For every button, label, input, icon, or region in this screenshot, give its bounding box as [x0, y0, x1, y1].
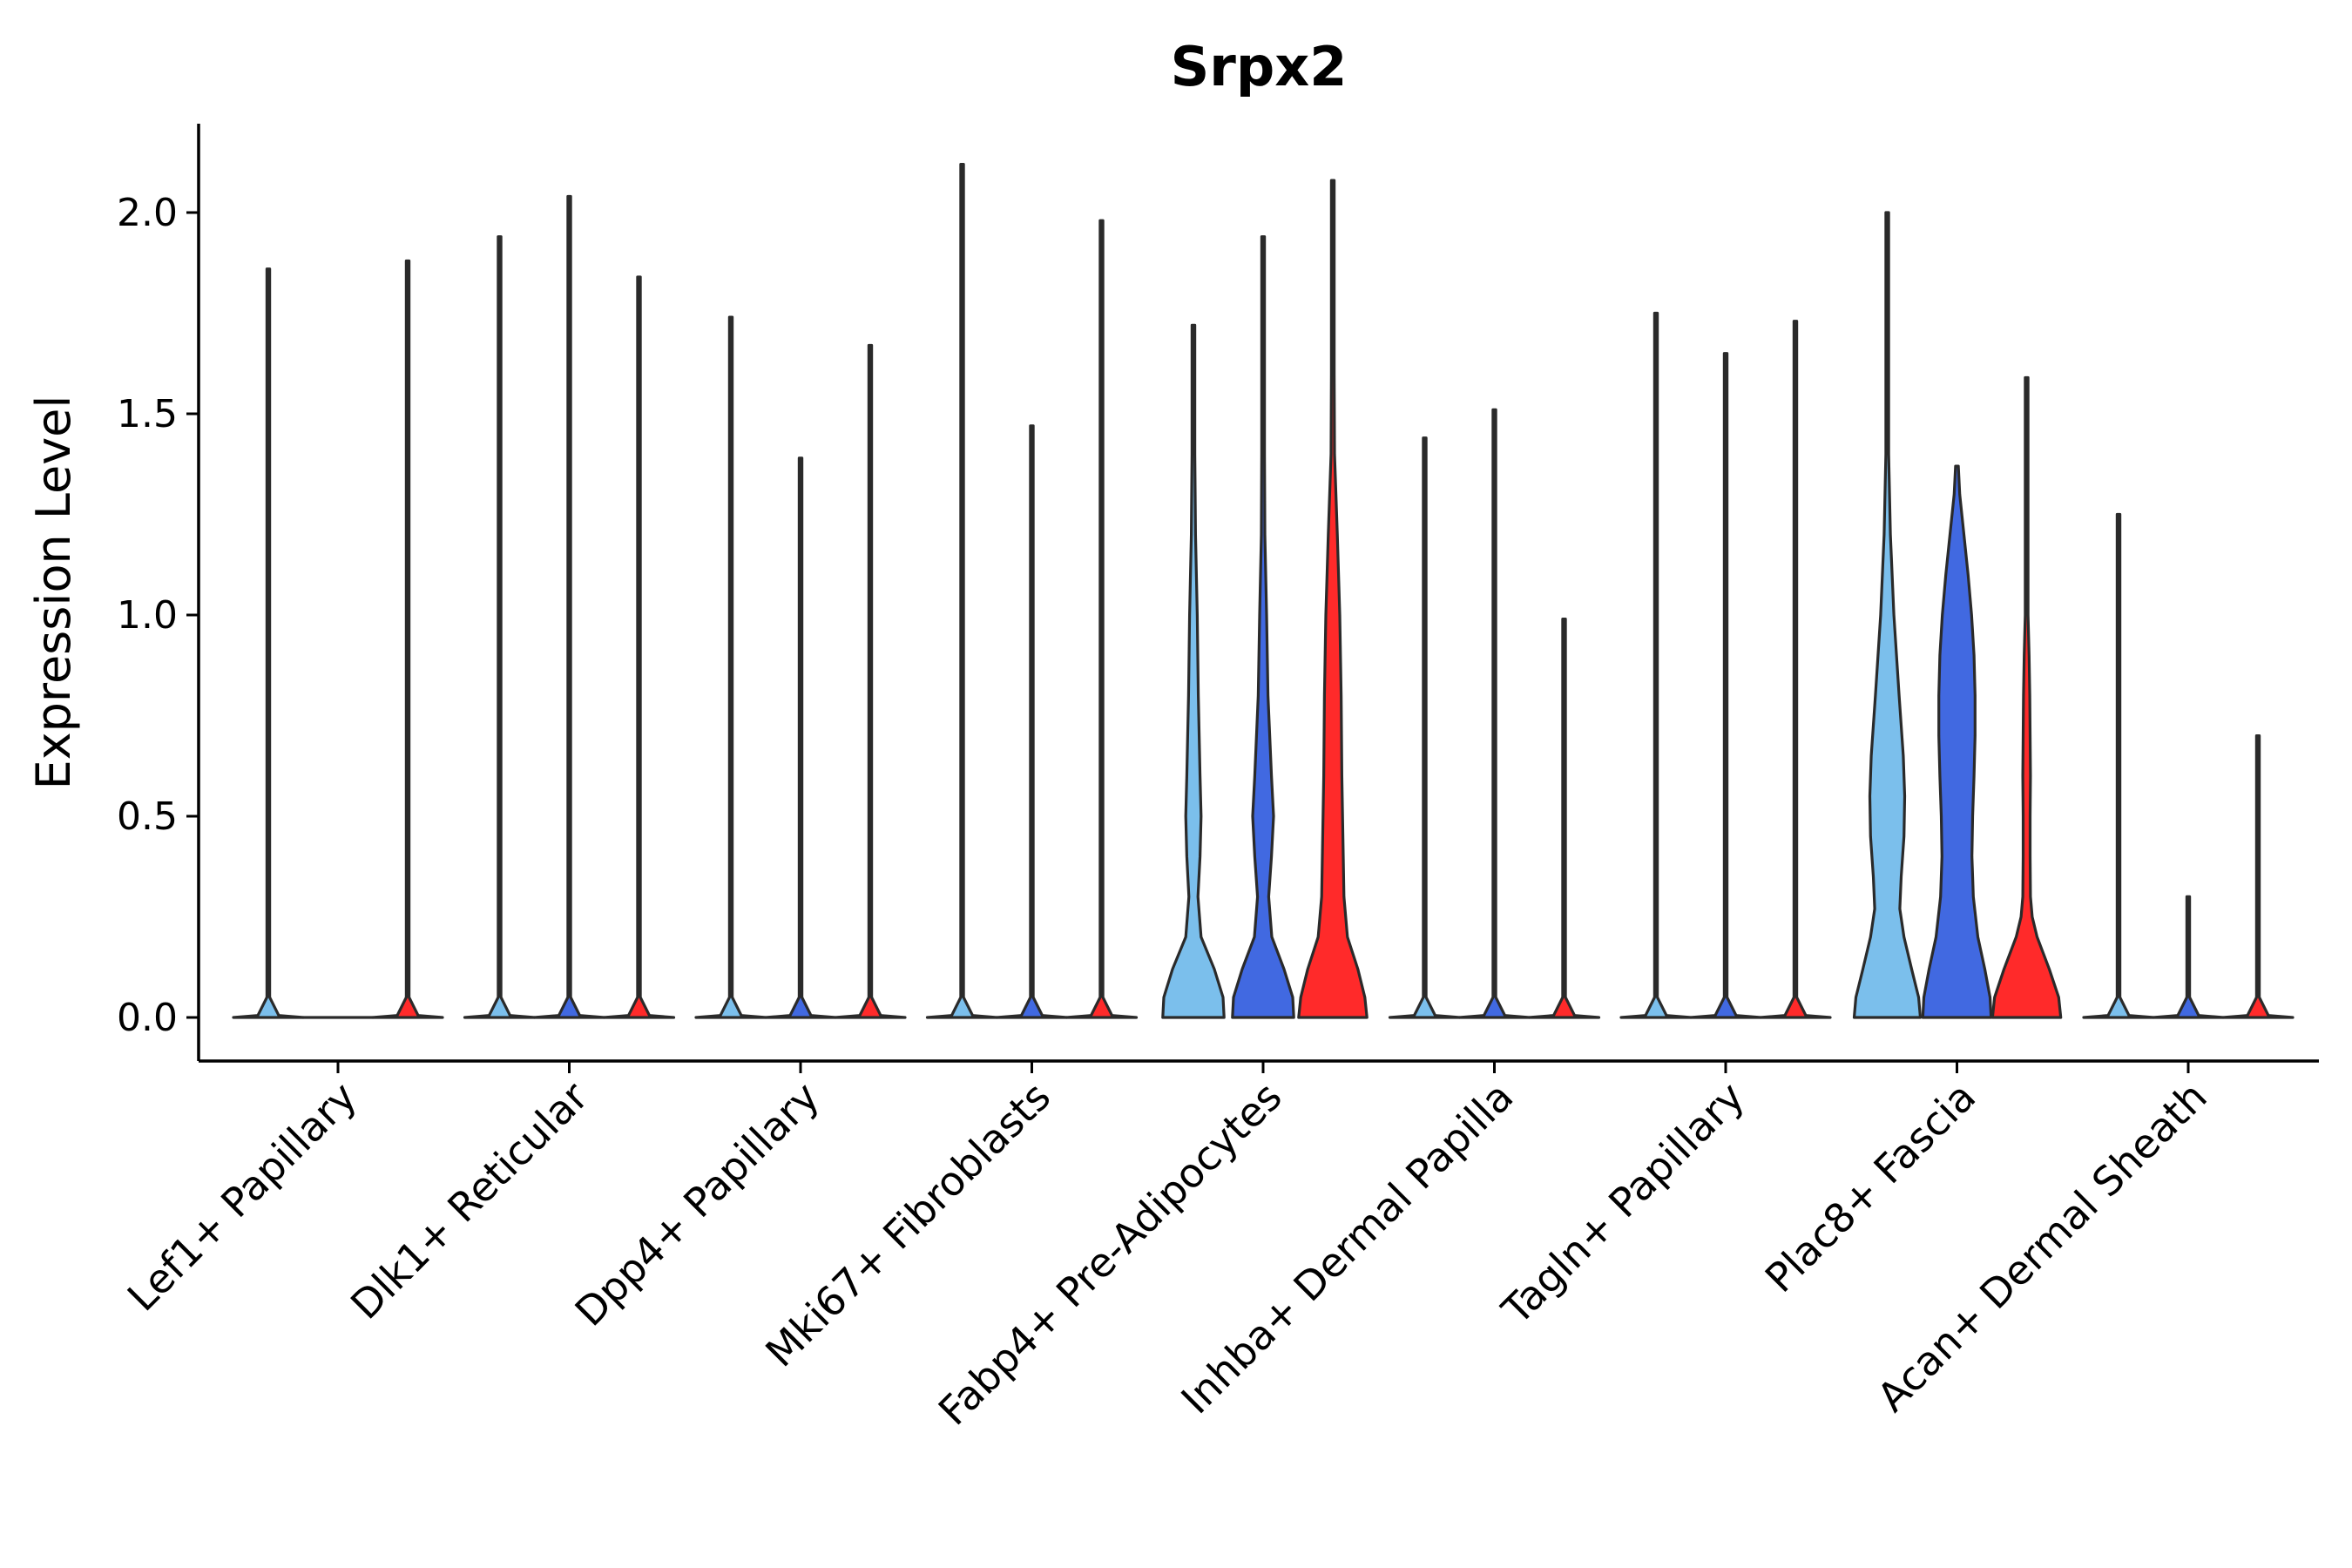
violin-dlk1-reticular-group-3 — [602, 275, 676, 1019]
y-tick-label: 1.5 — [117, 392, 178, 436]
violin-dpp4-papillary-group-3 — [834, 343, 907, 1019]
violin-inhba-dermal-papilla-group-2 — [1457, 408, 1531, 1019]
violin-acan-dermal-sheath-group-3 — [2221, 734, 2295, 1019]
violin-plac8-fascia-group-3 — [1990, 375, 2063, 1019]
violin-mki67-fibroblasts-group-3 — [1064, 219, 1139, 1019]
y-tick-label: 0.5 — [117, 794, 178, 839]
violin-dlk1-reticular-group-1 — [463, 235, 537, 1019]
chart-title: Srpx2 — [1171, 35, 1348, 98]
violin-acan-dermal-sheath-group-1 — [2082, 512, 2155, 1019]
violin-lef1-papillary-group-1 — [232, 267, 305, 1019]
y-tick-label: 2.0 — [117, 191, 178, 235]
x-tick-label-dlk1-reticular: Dlk1+ Reticular — [341, 1073, 597, 1328]
x-tick-label-dpp4-papillary: Dpp4+ Papillary — [566, 1073, 828, 1335]
x-tick-label-tagln-papillary: Tagln+ Papillary — [1492, 1073, 1754, 1335]
axes-layer — [197, 124, 2319, 1063]
y-tick-label: 0.0 — [117, 996, 178, 1040]
y-axis-label: Expression Level — [26, 395, 81, 790]
y-ticks-layer: 0.0 0.5 1.0 1.5 2.0 — [117, 191, 199, 1040]
violin-fabp4-pre-adipocytes-group-2 — [1231, 235, 1295, 1019]
violin-dpp4-papillary-group-2 — [764, 456, 837, 1019]
violin-inhba-dermal-papilla-group-1 — [1388, 436, 1462, 1019]
violin-acan-dermal-sheath-group-2 — [2152, 895, 2225, 1019]
violin-plac8-fascia-group-2 — [1921, 464, 1993, 1019]
x-tick-label-lef1-papillary: Lef1+ Papillary — [118, 1073, 366, 1321]
violin-mki67-fibroblasts-group-1 — [925, 162, 999, 1019]
violin-tagln-papillary-group-3 — [1759, 320, 1832, 1019]
violin-tagln-papillary-group-1 — [1619, 311, 1693, 1019]
x-tick-label-plac8-fascia: Plac8+ Fascia — [1756, 1073, 1984, 1301]
violin-dpp4-papillary-group-1 — [694, 315, 767, 1019]
violin-inhba-dermal-papilla-group-3 — [1527, 618, 1601, 1019]
y-tick-label: 1.0 — [117, 593, 178, 638]
violin-lef1-papillary-group-3 — [371, 259, 444, 1019]
violin-fabp4-pre-adipocytes-group-1 — [1161, 323, 1226, 1019]
violin-fabp4-pre-adipocytes-group-3 — [1297, 179, 1369, 1019]
violin-dlk1-reticular-group-2 — [532, 194, 606, 1019]
violin-mki67-fibroblasts-group-2 — [995, 424, 1069, 1019]
violins-layer — [232, 162, 2295, 1019]
violin-plac8-fascia-group-1 — [1852, 211, 1923, 1019]
violin-tagln-papillary-group-2 — [1689, 352, 1762, 1019]
